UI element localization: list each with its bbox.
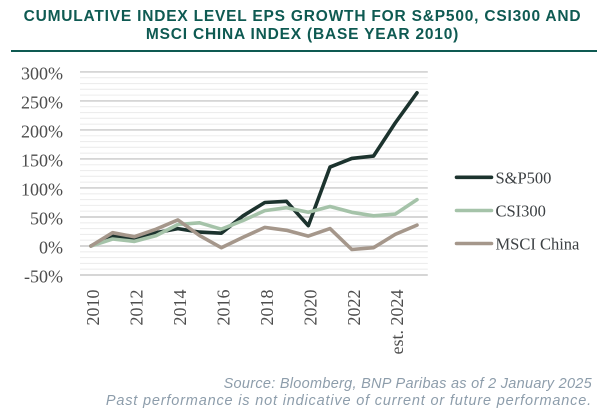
svg-text:2016: 2016 [213,290,233,326]
svg-text:0%: 0% [39,237,63,257]
svg-text:CSI300: CSI300 [496,202,546,221]
svg-text:2020: 2020 [300,290,320,326]
svg-text:MSCI China: MSCI China [496,235,581,254]
svg-text:est. 2024: est. 2024 [387,290,407,355]
svg-text:2022: 2022 [344,290,364,326]
svg-text:2018: 2018 [257,290,277,326]
svg-text:50%: 50% [30,208,63,228]
svg-text:100%: 100% [21,179,63,199]
svg-text:2012: 2012 [126,290,146,326]
svg-text:-50%: -50% [24,266,63,286]
svg-text:2010: 2010 [83,290,103,326]
svg-text:150%: 150% [21,150,63,170]
svg-text:S&P500: S&P500 [496,169,552,188]
svg-text:300%: 300% [21,63,63,83]
svg-text:250%: 250% [21,92,63,112]
svg-text:2014: 2014 [170,290,190,326]
svg-text:200%: 200% [21,121,63,141]
